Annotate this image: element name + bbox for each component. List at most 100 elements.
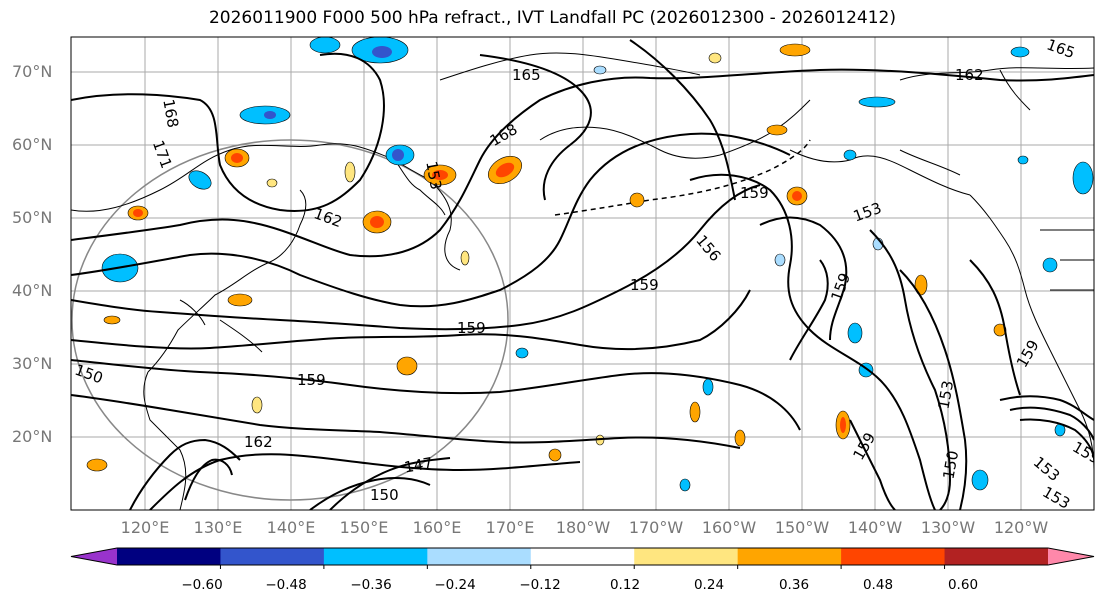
colorbar-segment-7 bbox=[737, 548, 842, 565]
colorbar bbox=[70, 547, 1095, 569]
cbar-tick-10: 0.60 bbox=[947, 577, 979, 593]
patch-orange-6 bbox=[227, 293, 253, 307]
contour-label-25: 150 bbox=[370, 486, 399, 504]
colorbar-segment-4 bbox=[427, 548, 532, 565]
lon-label-140e: 140°E bbox=[266, 518, 316, 537]
patch-orange-17 bbox=[734, 429, 746, 447]
contour-label-2: 162 bbox=[955, 66, 984, 84]
patch-yellow-1 bbox=[344, 161, 356, 183]
patch-orange-7 bbox=[396, 356, 418, 376]
lon-label-130e: 130°E bbox=[193, 518, 243, 537]
patch-darkblue-1 bbox=[372, 46, 392, 58]
patch-yellow-4 bbox=[266, 178, 278, 188]
cbar-tick-5: −0.12 bbox=[519, 577, 561, 593]
radius-circle bbox=[71, 139, 509, 501]
patch-lightblue-3 bbox=[593, 65, 607, 75]
cbar-tick-4: −0.24 bbox=[434, 577, 476, 593]
contour-label-11: 159 bbox=[630, 276, 659, 294]
patch-yellow-3 bbox=[708, 52, 722, 64]
lon-label-170w: 170°W bbox=[628, 518, 684, 537]
patch-blue-8 bbox=[1072, 161, 1094, 195]
patch-blue-2 bbox=[309, 37, 341, 54]
lon-label-180w: 180°W bbox=[555, 518, 611, 537]
patch-orange-12 bbox=[914, 274, 928, 296]
patch-orange-14 bbox=[103, 315, 121, 325]
map-panel: 165 162 168 171 168 153 162 159 153 156 … bbox=[71, 37, 1094, 510]
colorbar-segment-2 bbox=[220, 548, 325, 565]
patch-yellow-2 bbox=[460, 250, 470, 266]
lat-label-20: 20°N bbox=[12, 427, 53, 446]
patch-blue-17 bbox=[679, 478, 691, 492]
patch-orange-19 bbox=[689, 401, 701, 423]
patch-orange-13 bbox=[86, 458, 108, 472]
lon-label-140w: 140°W bbox=[847, 518, 903, 537]
colorbar-segment-1 bbox=[117, 548, 221, 565]
contour-label-18: 147 bbox=[403, 454, 434, 477]
patch-red-2 bbox=[133, 209, 143, 217]
lon-label-160e: 160°E bbox=[412, 518, 462, 537]
patch-blue-15 bbox=[843, 149, 857, 161]
patch-lightblue-1 bbox=[774, 253, 786, 267]
map-frame bbox=[70, 36, 1095, 511]
lon-label-120e: 120°E bbox=[120, 518, 170, 537]
patch-yellow-5 bbox=[251, 396, 263, 414]
patch-blue-14 bbox=[1042, 257, 1058, 273]
contour-label-16: 162 bbox=[244, 433, 273, 451]
patch-blue-7 bbox=[858, 96, 896, 108]
colorbar-extend-low bbox=[71, 548, 117, 565]
colorbar-segment-5 bbox=[530, 548, 635, 565]
lon-label-150e: 150°E bbox=[339, 518, 389, 537]
patch-orange-15 bbox=[629, 192, 645, 208]
patch-red-4 bbox=[432, 170, 448, 180]
lon-label-160w: 160°W bbox=[701, 518, 757, 537]
dateline-boundary bbox=[554, 139, 811, 216]
contour-label-19: 150 bbox=[939, 449, 962, 480]
lat-label-40: 40°N bbox=[12, 281, 53, 300]
contour-label-6: 153 bbox=[422, 160, 445, 191]
lat-label-70: 70°N bbox=[12, 62, 53, 81]
lon-label-170e: 170°E bbox=[485, 518, 535, 537]
patch-red-1 bbox=[231, 153, 243, 163]
shaded-patches bbox=[86, 37, 1094, 492]
patch-orange-9 bbox=[766, 124, 788, 136]
patch-blue-16 bbox=[1017, 155, 1029, 165]
contour-label-17: 153 bbox=[934, 379, 957, 410]
patch-red-10 bbox=[792, 191, 802, 201]
cbar-tick-8: 0.36 bbox=[778, 577, 810, 593]
patch-red-5 bbox=[495, 162, 515, 178]
lat-label-50: 50°N bbox=[12, 208, 53, 227]
colorbar-segment-6 bbox=[634, 548, 739, 565]
patch-darkblue-3 bbox=[264, 111, 276, 119]
lon-label-150w: 150°W bbox=[774, 518, 830, 537]
height-contours bbox=[71, 39, 1094, 510]
patch-blue-12 bbox=[702, 378, 714, 396]
colorbar-segment-3 bbox=[323, 548, 428, 565]
patch-blue-4 bbox=[188, 170, 212, 190]
cbar-tick-2: −0.48 bbox=[265, 577, 307, 593]
map-title: 2026011900 F000 500 hPa refract., IVT La… bbox=[208, 8, 896, 28]
patch-orange-8 bbox=[779, 43, 811, 57]
lon-label-130w: 130°W bbox=[920, 518, 976, 537]
cbar-tick-7: 0.24 bbox=[693, 577, 725, 593]
patch-red-11 bbox=[840, 417, 846, 433]
contour-label-8: 159 bbox=[740, 184, 769, 202]
contour-label-15: 159 bbox=[297, 371, 326, 389]
cbar-tick-1: −0.60 bbox=[181, 577, 223, 593]
contour-label-13: 159 bbox=[457, 319, 486, 337]
colorbar-outline bbox=[70, 547, 1095, 566]
coastlines bbox=[71, 52, 1094, 510]
patch-red-3 bbox=[370, 216, 384, 228]
patch-darkblue-6 bbox=[392, 149, 404, 161]
colorbar-extend-high bbox=[1048, 548, 1094, 565]
cbar-tick-9: 0.48 bbox=[862, 577, 894, 593]
colorbar-segment-8 bbox=[841, 548, 946, 565]
patch-blue-18 bbox=[515, 347, 529, 359]
lat-label-60: 60°N bbox=[12, 135, 53, 154]
lat-label-30: 30°N bbox=[12, 354, 53, 373]
cbar-tick-3: −0.36 bbox=[350, 577, 392, 593]
colorbar-segment-9 bbox=[944, 548, 1049, 565]
contour-label-1: 165 bbox=[512, 66, 541, 84]
patch-orange-16 bbox=[548, 448, 562, 462]
contour-label-3: 168 bbox=[159, 98, 182, 129]
